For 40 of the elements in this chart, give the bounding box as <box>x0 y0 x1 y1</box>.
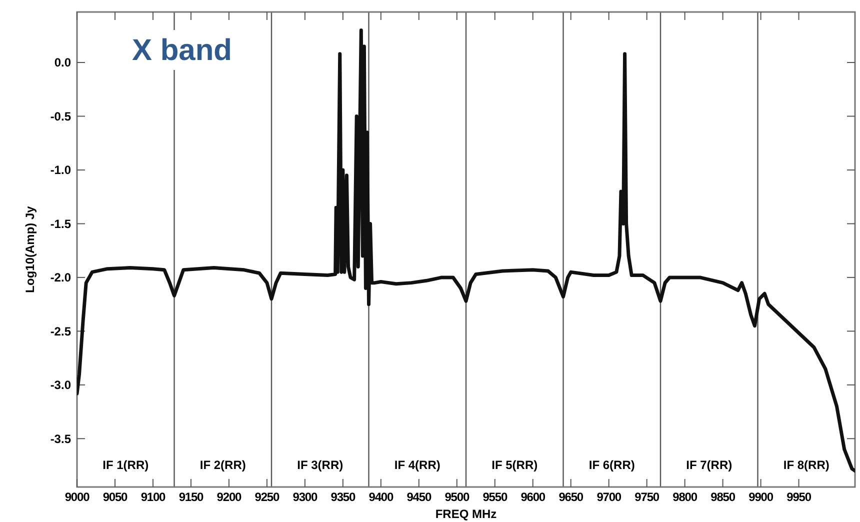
line-series <box>77 28 855 473</box>
x-tick-label: 9400 <box>368 490 394 504</box>
x-tick-label: 9650 <box>558 490 584 504</box>
x-tick-label: 9250 <box>254 490 280 504</box>
x-tick-label: 9150 <box>178 490 204 504</box>
x-tick-label: 9300 <box>292 490 318 504</box>
x-tick-label: 9750 <box>634 490 660 504</box>
x-tick-label: 9850 <box>710 490 736 504</box>
annotation: IF 3(RR) <box>297 458 344 472</box>
y-axis-title: Log10(Amp) Jy <box>23 206 37 293</box>
annotation: IF 7(RR) <box>686 458 732 472</box>
x-tick-label: 9450 <box>406 490 432 504</box>
annotation: IF 5(RR) <box>492 458 538 472</box>
y-tick-label: -2.0 <box>50 270 72 285</box>
x-tick-label: 9950 <box>786 490 812 504</box>
annotation: IF 4(RR) <box>394 458 440 472</box>
annotation: IF 6(RR) <box>588 458 635 472</box>
annotation: IF 2(RR) <box>200 458 246 472</box>
annotation: IF 8(RR) <box>783 458 830 472</box>
y-tick-label: -1.0 <box>50 163 72 178</box>
x-tick-label: 9200 <box>216 490 242 504</box>
y-tick-label: -2.5 <box>50 324 72 338</box>
y-tick-label: -0.5 <box>50 109 72 124</box>
x-tick-label: 9500 <box>444 490 470 504</box>
x-tick-label: 9350 <box>330 490 356 504</box>
annotation: X band <box>132 34 232 67</box>
x-tick-label: 9900 <box>748 490 774 504</box>
x-tick-label: 9050 <box>102 490 128 504</box>
y-tick-label: -3.5 <box>50 432 72 446</box>
x-tick-label: 9600 <box>520 490 546 504</box>
x-tick-label: 9550 <box>482 490 508 504</box>
x-tick-label: 9800 <box>672 490 698 504</box>
x-tick-label: 9700 <box>596 490 622 504</box>
y-tick-label: -1.5 <box>50 216 72 231</box>
x-axis-title: FREQ MHz <box>435 507 497 521</box>
annotation: IF 1(RR) <box>102 458 149 472</box>
y-tick-label: 0.0 <box>54 56 72 70</box>
x-tick-label: 9000 <box>64 490 90 504</box>
y-tick-label: -3.0 <box>50 378 72 392</box>
x-tick-label: 9100 <box>140 490 166 504</box>
